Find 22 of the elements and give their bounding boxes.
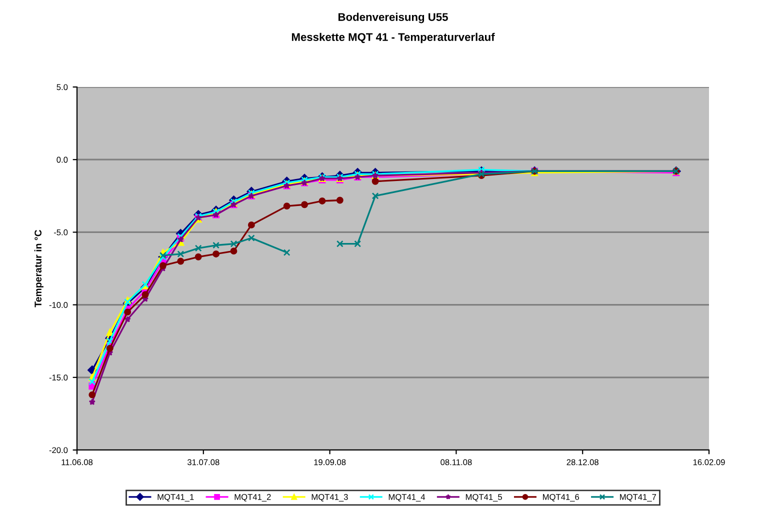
legend-label: MQT41_6 — [543, 494, 580, 502]
chart-subtitle: Messkette MQT 41 - Temperaturverlauf — [292, 32, 495, 44]
chart-title: Bodenvereisung U55 — [338, 12, 448, 24]
x-tick-label: 28.12.08 — [566, 459, 598, 466]
y-tick-label: -10.0 — [49, 302, 68, 308]
legend-label: MQT41_2 — [234, 494, 271, 502]
y-tick-label: 0.0 — [56, 156, 68, 163]
y-tick-label: 5.0 — [56, 84, 68, 90]
y-tick-label: -15.0 — [49, 374, 68, 380]
legend-label: MQT41_5 — [466, 494, 502, 502]
x-tick-label: 08.11.08 — [440, 459, 472, 466]
x-tick-label: 19.09.08 — [314, 459, 346, 466]
x-tick-label: 16.02.09 — [693, 459, 725, 466]
legend-label: MQT41_3 — [312, 494, 348, 502]
x-tick-label: 31.07.08 — [188, 459, 220, 466]
legend-label: MQT41_1 — [158, 494, 194, 502]
y-axis-title: Temperatur in °C — [34, 230, 44, 308]
legend-label: MQT41_4 — [388, 494, 426, 502]
x-tick-label: 11.06.08 — [62, 459, 93, 466]
y-tick-label: -20.0 — [49, 447, 68, 454]
y-tick-label: -5.0 — [54, 229, 68, 236]
legend-label: MQT41_7 — [620, 494, 656, 502]
